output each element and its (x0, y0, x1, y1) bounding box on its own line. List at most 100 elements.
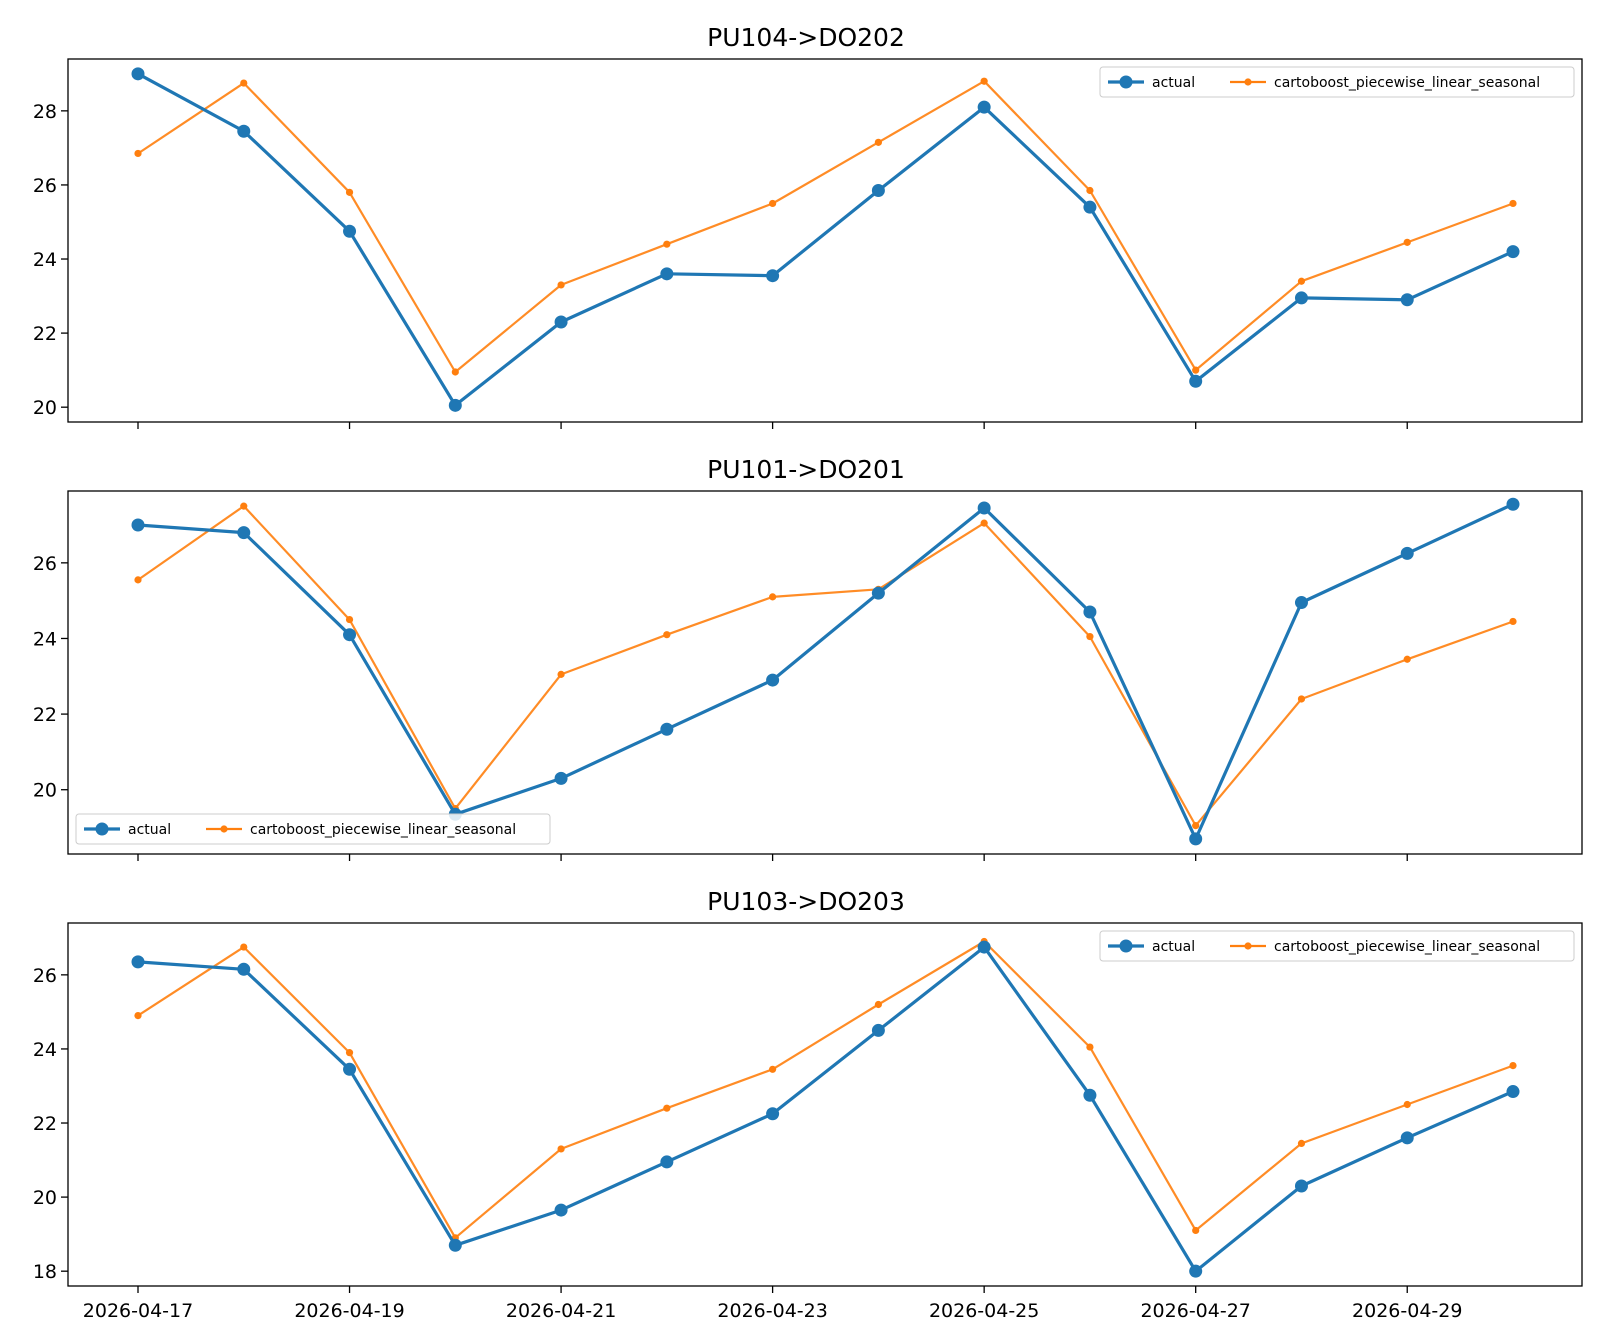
x-tick-label: 2026-04-17 (83, 1300, 193, 1322)
x-tick-label: 2026-04-19 (294, 1300, 404, 1322)
data-point-forecast (769, 593, 777, 601)
y-tick-label: 22 (33, 323, 57, 345)
data-point-forecast (345, 615, 354, 624)
y-tick-label: 24 (33, 628, 57, 650)
axes-frame (67, 490, 1583, 855)
data-point-forecast (1192, 1226, 1200, 1235)
data-point-actual (237, 526, 251, 540)
y-tick-label: 22 (33, 1113, 57, 1135)
legend: actual cartoboost_piecewise_linear_season… (1099, 66, 1575, 98)
data-point-actual (554, 771, 568, 785)
legend-marker-forecast (1244, 942, 1252, 950)
data-point-actual (1294, 596, 1308, 610)
data-point-forecast (1086, 1043, 1094, 1051)
legend-label-actual: actual (1152, 939, 1195, 955)
data-point-forecast (769, 1065, 777, 1073)
data-point-actual (766, 673, 780, 687)
data-point-forecast (1192, 366, 1200, 374)
legend-marker-forecast (220, 825, 228, 833)
data-point-forecast (134, 149, 142, 158)
series-line-actual (137, 502, 1514, 841)
data-point-actual (1400, 293, 1414, 307)
data-point-actual (131, 67, 145, 81)
data-point-forecast (1509, 617, 1517, 626)
y-tick-label: 26 (33, 175, 57, 197)
data-point-forecast (980, 77, 988, 85)
data-point-forecast (1297, 1139, 1306, 1147)
data-point-forecast (240, 502, 248, 510)
data-point-forecast (1297, 695, 1306, 703)
data-point-forecast (451, 368, 459, 376)
legend-label-forecast: cartoboost_piecewise_linear_seasonal (1274, 939, 1540, 955)
subplot-2: 20 22 24 26 actual cartoboost_piecewise_linea… (33, 490, 1583, 861)
legend-box (1099, 66, 1575, 98)
data-point-forecast (557, 1145, 565, 1153)
subplot-3: 18 20 22 24 26 2026-04-17 2026-04-19 2026-04-21… (33, 922, 1583, 1322)
data-point-actual (871, 1023, 885, 1037)
data-point-actual (448, 398, 462, 412)
data-point-actual (1083, 605, 1097, 619)
data-point-forecast (1403, 238, 1411, 246)
series-line-forecast (137, 80, 1514, 374)
legend: actual cartoboost_piecewise_linear_season… (1099, 930, 1575, 962)
data-point-actual (1294, 1179, 1308, 1193)
y-tick-label: 26 (33, 965, 57, 987)
y-tick-label: 24 (33, 1039, 57, 1061)
data-point-actual (1189, 832, 1203, 846)
legend: actual cartoboost_piecewise_linear_season… (75, 813, 551, 845)
data-point-forecast (1403, 1100, 1411, 1109)
data-point-actual (766, 1107, 780, 1121)
y-tick-label: 26 (33, 553, 57, 575)
data-point-actual (554, 1203, 568, 1217)
legend-marker-actual (1119, 75, 1133, 89)
data-point-forecast (345, 1049, 354, 1057)
data-point-actual (131, 955, 145, 969)
x-tick-label: 2026-04-21 (506, 1300, 616, 1322)
data-point-forecast (134, 576, 142, 584)
data-point-forecast (663, 631, 671, 639)
x-tick-label: 2026-04-25 (929, 1300, 1039, 1322)
y-tick-label: 20 (33, 397, 57, 419)
subplot-1: 20 22 24 26 28 actual cartoboost_piecewise_lin… (33, 58, 1583, 429)
data-point-forecast (980, 519, 988, 527)
axes-frame (67, 922, 1583, 1287)
legend-box (1099, 930, 1575, 962)
data-point-forecast (240, 943, 248, 951)
data-point-forecast (1086, 186, 1094, 195)
data-point-actual (1189, 374, 1203, 388)
data-point-forecast (663, 1104, 671, 1112)
data-point-actual (1083, 200, 1097, 214)
data-point-actual (1083, 1088, 1097, 1102)
legend-box (75, 813, 551, 845)
data-point-forecast (1192, 822, 1200, 830)
series-line-forecast (137, 940, 1514, 1239)
data-point-forecast (1403, 655, 1411, 663)
data-point-actual (871, 183, 885, 197)
y-tick-label: 18 (33, 1261, 57, 1283)
legend-label-actual: actual (128, 822, 171, 838)
legend-label-actual: actual (1152, 75, 1195, 91)
data-point-actual (343, 1062, 357, 1076)
x-tick-label: 2026-04-29 (1352, 1300, 1462, 1322)
subplot-1-title: PU104->DO202 (707, 23, 905, 52)
y-tick-label: 20 (33, 780, 57, 802)
data-point-actual (977, 501, 991, 515)
data-point-actual (1400, 1131, 1414, 1145)
data-point-forecast (874, 138, 882, 146)
data-point-actual (977, 940, 991, 954)
data-point-actual (1189, 1264, 1203, 1278)
legend-marker-actual (1119, 939, 1133, 953)
data-point-forecast (663, 240, 671, 248)
data-point-actual (1506, 245, 1520, 259)
series-line-actual (137, 72, 1514, 407)
data-point-actual (1400, 546, 1414, 560)
series-line-actual (137, 945, 1514, 1273)
subplot-3-title: PU103->DO203 (707, 887, 905, 916)
legend-label-forecast: cartoboost_piecewise_linear_seasonal (250, 822, 516, 838)
data-point-forecast (1509, 1062, 1517, 1070)
y-tick-label: 28 (33, 101, 57, 123)
legend-marker-forecast (1244, 78, 1252, 86)
axes-frame (67, 58, 1583, 423)
subplot-2-title: PU101->DO201 (707, 455, 905, 484)
